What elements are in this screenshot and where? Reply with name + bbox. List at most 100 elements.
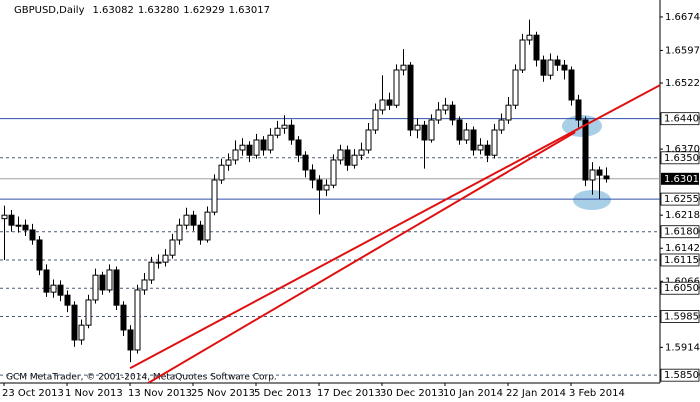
level-label-box	[660, 281, 700, 295]
candle-body	[260, 139, 267, 151]
x-tick-label: 30 Dec 2013	[380, 388, 444, 399]
level-label: 1.59850	[664, 311, 700, 322]
candle-body	[554, 59, 561, 66]
candle-body	[120, 304, 127, 331]
candle-body	[162, 254, 169, 263]
chart-header: GBPUSD,Daily 1.63082 1.63280 1.62929 1.63017	[14, 5, 270, 16]
candle-body	[36, 239, 43, 271]
candle-body	[372, 109, 379, 131]
candle-body	[302, 154, 309, 171]
level-label-box	[660, 192, 700, 206]
candle-body	[435, 109, 442, 121]
candle-body	[309, 169, 316, 181]
candle-body	[533, 34, 540, 61]
candle-body	[239, 144, 246, 151]
candle-body	[393, 69, 400, 106]
highlight-ellipse	[573, 190, 611, 210]
x-tick-label: 5 Dec 2013	[254, 388, 312, 399]
level-label-box	[660, 368, 700, 382]
x-tick-label: 23 Oct 2013	[2, 388, 64, 399]
candle-body	[477, 144, 484, 151]
candle-body	[169, 239, 176, 256]
candle-body	[330, 159, 337, 186]
candle-body	[351, 154, 358, 166]
candle-body	[337, 149, 344, 161]
candle-body	[344, 149, 351, 166]
header-value: 1.63280	[138, 5, 179, 16]
x-tick-label: 1 Nov 2013	[65, 388, 123, 399]
header-value: 1.63082	[93, 5, 134, 16]
copyright: GCM MetaTrader, © 2001-2014, MetaQuotes …	[6, 373, 277, 383]
candle-body	[176, 224, 183, 241]
candle-body	[85, 299, 92, 326]
candle-body	[463, 129, 470, 141]
level-label: 1.62550	[664, 194, 700, 205]
trendline	[129, 84, 660, 370]
candle-body	[232, 149, 239, 161]
candle-body	[141, 279, 148, 291]
candle-body	[428, 119, 435, 141]
candle-body	[288, 124, 295, 141]
candle-body	[484, 144, 491, 156]
candle-body	[267, 134, 274, 151]
x-tick-label: 3 Feb 2014	[569, 388, 625, 399]
candle-body	[155, 261, 162, 264]
candle-body	[197, 224, 204, 241]
header-value: 1.62929	[183, 5, 224, 16]
candle-body	[1, 214, 8, 220]
y-tick-label: 1.62180	[665, 210, 700, 221]
level-label-box	[660, 225, 700, 239]
candle-body	[596, 169, 603, 176]
level-label: 1.60500	[664, 283, 700, 294]
candle-body	[183, 214, 190, 226]
candle-body	[134, 289, 141, 351]
level-label: 1.58500	[664, 370, 700, 381]
candle-body	[407, 64, 414, 131]
candle-body	[211, 179, 218, 213]
candle-body	[547, 59, 554, 76]
x-tick-label: 22 Jan 2014	[506, 388, 566, 399]
candle-body	[561, 64, 568, 71]
candle-body	[43, 269, 50, 293]
candle-body	[113, 269, 120, 306]
candle-body	[512, 69, 519, 106]
candle-body	[71, 304, 78, 341]
candle-body	[190, 214, 197, 226]
y-tick-label: 1.65970	[665, 45, 700, 56]
y-tick-label: 1.66740	[665, 12, 700, 23]
candle-body	[92, 274, 99, 301]
y-tick-label: 1.63700	[665, 144, 700, 155]
candle-body	[50, 284, 57, 293]
candle-body	[323, 184, 330, 191]
candle-body	[29, 229, 36, 241]
candle-body	[505, 104, 512, 121]
current-price-label: 1.63017	[664, 174, 700, 185]
level-label: 1.61150	[664, 255, 700, 266]
candle-body	[218, 164, 225, 181]
candle-body	[400, 64, 407, 71]
candle-body	[148, 261, 155, 281]
candle-body	[540, 59, 547, 76]
x-tick-label: 25 Nov 2013	[191, 388, 255, 399]
candle-body	[316, 179, 323, 191]
plot-area	[0, 19, 660, 383]
candle-body	[456, 119, 463, 141]
level-label-box	[660, 253, 700, 267]
candle-body	[414, 124, 421, 131]
candle-body	[15, 224, 22, 227]
level-label-box	[660, 151, 700, 165]
candle-body	[568, 69, 575, 101]
y-tick-label: 1.60660	[665, 276, 700, 287]
candle-body	[526, 34, 533, 41]
candle-body	[281, 124, 288, 129]
x-tick-label: 13 Nov 2013	[128, 388, 192, 399]
candle-body	[64, 294, 71, 306]
candle-body	[295, 139, 302, 156]
current-price-box	[661, 172, 699, 185]
candle-body	[498, 119, 505, 131]
level-label: 1.61800	[664, 227, 700, 238]
candle-body	[253, 139, 260, 156]
candle-body	[491, 129, 498, 156]
candle-body	[358, 149, 365, 156]
